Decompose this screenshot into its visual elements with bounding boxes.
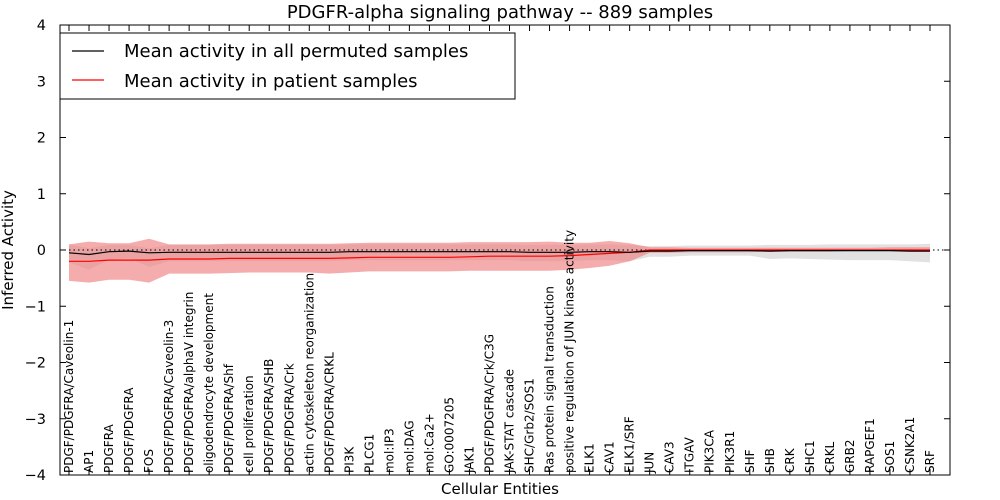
legend-label-permuted: Mean activity in all permuted samples	[124, 41, 468, 62]
y-tick-label: 3	[37, 74, 46, 90]
x-category-label: actin cytoskeleton reorganization	[302, 273, 316, 473]
x-category-label: PDGF/PDGFRA	[122, 387, 136, 473]
x-category-label: PDGF/PDGFRA/Crk/C3G	[483, 334, 497, 473]
x-category-label: mol:DAG	[402, 420, 416, 473]
x-category-label: PI3K	[342, 446, 356, 473]
x-axis-label: Cellular Entities	[441, 480, 559, 498]
x-category-label: ELK1	[583, 443, 597, 473]
x-category-label: FOS	[142, 449, 156, 473]
x-category-label: ITGAV	[683, 436, 697, 473]
x-category-label: mol:IP3	[382, 428, 396, 473]
series-line-0	[68, 250, 930, 256]
x-category-label: AP1	[82, 450, 96, 473]
y-tick-label: −4	[25, 468, 46, 484]
x-category-label: GO:0007205	[442, 397, 456, 473]
x-category-label: SRF	[923, 450, 937, 473]
y-tick-label: −1	[25, 299, 46, 315]
x-category-label: SHB	[763, 448, 777, 473]
y-tick-label: −2	[25, 356, 46, 372]
y-axis-label: Inferred Activity	[0, 190, 17, 310]
y-tick-label: 1	[37, 187, 46, 203]
x-category-label: CSNK2A1	[903, 417, 917, 473]
y-tick-label: 0	[37, 243, 46, 259]
x-category-label: oligodendrocyte development	[202, 293, 216, 473]
x-category-label: SHF	[743, 449, 757, 473]
x-category-label: PDGF/PDGFRA/Caveolin-1	[62, 320, 76, 473]
x-category-label: PDGF/PDGFRA/Crk	[282, 363, 296, 473]
x-category-label: CAV1	[603, 441, 617, 473]
chart-title: PDGFR-alpha signaling pathway -- 889 sam…	[287, 2, 713, 23]
x-category-label: PDGF/PDGFRA/Caveolin-3	[162, 320, 176, 473]
x-category-label: GRB2	[843, 439, 857, 473]
x-category-label: PDGF/PDGFRA/alphaV integrin	[182, 292, 196, 473]
x-category-label: Ras protein signal transduction	[543, 286, 557, 473]
x-category-label: cell proliferation	[242, 375, 256, 473]
x-category-label: PIK3R1	[723, 431, 737, 473]
plot-area	[60, 238, 950, 283]
x-category-label: SHC1	[803, 440, 817, 473]
x-category-label: JUN	[643, 452, 657, 474]
x-category-label: PDGFRA	[102, 423, 116, 473]
x-category-label: CRKL	[823, 441, 837, 473]
x-category-label: mol:Ca2+	[422, 413, 436, 473]
legend-box	[59, 32, 516, 100]
x-category-label: PDGF/PDGFRA/SHB	[262, 359, 276, 473]
x-category-label: ELK1/SRF	[623, 416, 637, 473]
y-tick-label: 4	[37, 18, 46, 34]
x-category-label: PIK3CA	[703, 429, 717, 473]
x-category-label: PDGF/PDGFRA/Shf	[222, 363, 236, 473]
y-tick-label: 2	[37, 131, 46, 147]
x-category-label: positive regulation of JUN kinase activi…	[563, 230, 577, 473]
x-category-label: SOS1	[883, 441, 897, 473]
x-category-label: PDGF/PDGFRA/CRKL	[322, 352, 336, 473]
x-category-label: PLCG1	[362, 434, 376, 473]
x-category-label: JAK-STAT cascade	[503, 369, 517, 474]
x-category-label: CAV3	[663, 441, 677, 473]
x-category-label: RAPGEF1	[863, 418, 877, 473]
x-category-label: CRK	[783, 447, 797, 473]
legend: Mean activity in all permuted samples Me…	[59, 32, 516, 100]
series-line-1	[69, 249, 930, 262]
x-category-label: SHC/Grb2/SOS1	[523, 378, 537, 473]
y-tick-label: −3	[25, 412, 46, 428]
x-category-label: JAK1	[463, 446, 477, 474]
legend-label-patient: Mean activity in patient samples	[124, 71, 418, 92]
axis-ticks: −4 −3 −2 −1 0 1 2 3 4 PDGF/PDGFRA/Caveolin-1 AP1 PD…	[25, 18, 950, 484]
